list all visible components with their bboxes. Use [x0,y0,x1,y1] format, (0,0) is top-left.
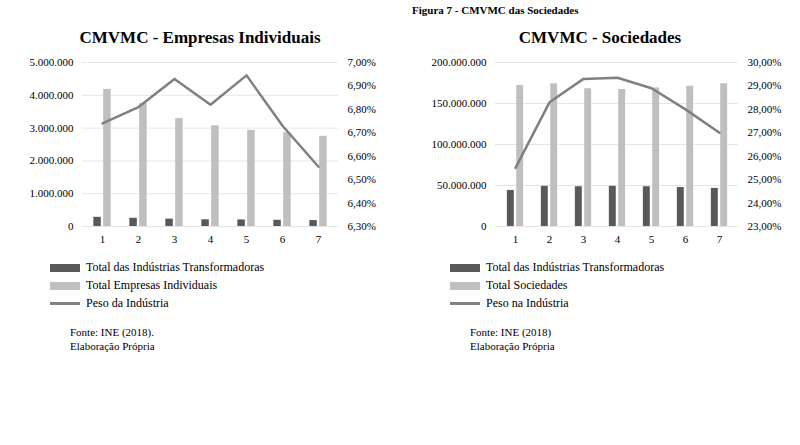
svg-text:2: 2 [136,233,142,245]
html-text:Peso da Indústria: Peso da Indústria [86,296,169,310]
html-text:Peso na Indústria: Peso na Indústria [486,296,569,310]
svg-text:6,50%: 6,50% [348,173,376,185]
html-text:Total Empresas Individuais: Total Empresas Individuais [86,278,218,292]
svg-text:30,00%: 30,00% [748,56,782,68]
svg-text:28,00%: 28,00% [748,103,782,115]
svg-text:24,00%: 24,00% [748,197,782,209]
svg-text:25,00%: 25,00% [748,173,782,185]
html-text:Elaboração Própria: Elaboração Própria [70,340,155,353]
html-text:CMVMC - Empresas Individuais: CMVMC - Empresas Individuais [79,28,321,47]
svg-text:7,00%: 7,00% [348,56,376,68]
svg-text:4: 4 [208,233,214,245]
svg-text:5.000.000: 5.000.000 [30,56,75,68]
svg-text:27,00%: 27,00% [748,126,782,138]
svg-text:100.000.000: 100.000.000 [432,138,488,150]
svg-text:7: 7 [316,233,322,245]
svg-text:4.000.000: 4.000.000 [30,89,75,101]
html-text:Figura 7 - CMVMC das Sociedade: Figura 7 - CMVMC das Sociedades [412,4,579,16]
svg-text:6,90%: 6,90% [348,79,376,91]
html-text:Total das Indústrias Transform: Total das Indústrias Transformadoras [86,260,265,274]
svg-text:29,00%: 29,00% [748,79,782,91]
svg-text:1: 1 [100,233,106,245]
html-text:Total das Indústrias Transform: Total das Indústrias Transformadoras [486,260,665,274]
html-text:Fonte: INE (2018).: Fonte: INE (2018). [70,326,154,338]
svg-text:6,80%: 6,80% [348,103,376,115]
svg-text:6,60%: 6,60% [348,150,376,162]
svg-text:150.000.000: 150.000.000 [432,97,488,109]
svg-text:2: 2 [547,233,553,245]
svg-text:2.000.000: 2.000.000 [30,154,75,166]
html-text:Elaboração Própria: Elaboração Própria [470,340,555,353]
svg-text:6: 6 [280,233,286,245]
svg-text:23,00%: 23,00% [748,220,782,232]
svg-text:3: 3 [172,233,178,245]
html-text:Total Sociedades: Total Sociedades [486,278,568,292]
svg-text:5: 5 [244,233,250,245]
svg-text:6,40%: 6,40% [348,197,376,209]
svg-text:4: 4 [615,233,621,245]
svg-text:6: 6 [683,233,689,245]
svg-text:6,70%: 6,70% [348,126,376,138]
svg-text:50.000.000: 50.000.000 [437,179,487,191]
svg-text:3.000.000: 3.000.000 [30,122,75,134]
svg-text:0: 0 [68,220,74,232]
html-text:Fonte: INE (2018): Fonte: INE (2018) [470,326,552,338]
svg-text:7: 7 [717,233,723,245]
svg-text:0: 0 [481,220,487,232]
html-text:CMVMC - Sociedades: CMVMC - Sociedades [518,28,682,47]
svg-text:6,30%: 6,30% [348,220,376,232]
svg-text:1.000.000: 1.000.000 [30,187,75,199]
svg-text:3: 3 [581,233,587,245]
svg-text:200.000.000: 200.000.000 [432,56,488,68]
svg-text:5: 5 [649,233,655,245]
svg-text:1: 1 [513,233,519,245]
svg-text:26,00%: 26,00% [748,150,782,162]
